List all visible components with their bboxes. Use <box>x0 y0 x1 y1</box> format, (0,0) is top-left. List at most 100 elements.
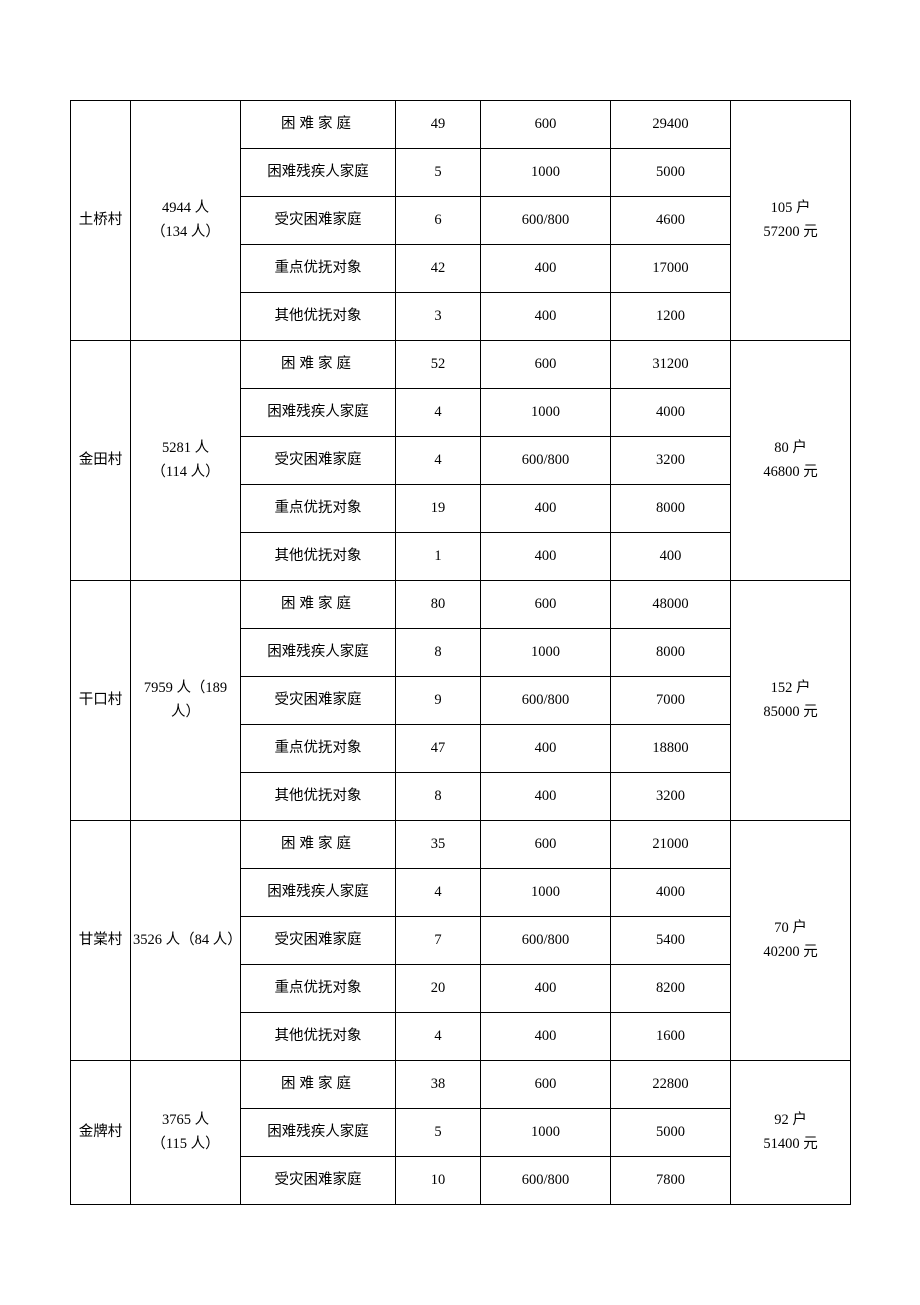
amount-cell: 8200 <box>611 965 731 1013</box>
standard-cell: 600/800 <box>481 677 611 725</box>
standard-cell: 400 <box>481 293 611 341</box>
population-line: 5281 人 <box>133 437 238 460</box>
count-cell: 3 <box>396 293 481 341</box>
category-cell: 困难残疾人家庭 <box>241 869 396 917</box>
summary-line: 40200 元 <box>733 941 848 964</box>
amount-cell: 3200 <box>611 773 731 821</box>
summary-line: 46800 元 <box>733 461 848 484</box>
count-cell: 10 <box>396 1157 481 1205</box>
category-cell: 困难残疾人家庭 <box>241 149 396 197</box>
standard-cell: 600 <box>481 821 611 869</box>
count-cell: 8 <box>396 773 481 821</box>
standard-cell: 1000 <box>481 149 611 197</box>
table-row: 甘棠村3526 人（84 人）困难家庭356002100070 户40200 元 <box>71 821 851 869</box>
allocation-table: 土桥村4944 人（134 人）困难家庭4960029400105 户57200… <box>70 100 851 1205</box>
population-cell: 3526 人（84 人） <box>131 821 241 1061</box>
count-cell: 49 <box>396 101 481 149</box>
category-cell: 困难家庭 <box>241 101 396 149</box>
summary-line: 105 户 <box>733 197 848 220</box>
count-cell: 5 <box>396 149 481 197</box>
summary-line: 85000 元 <box>733 701 848 724</box>
standard-cell: 600/800 <box>481 437 611 485</box>
population-line: 3765 人 <box>133 1109 238 1132</box>
count-cell: 9 <box>396 677 481 725</box>
count-cell: 42 <box>396 245 481 293</box>
summary-cell: 80 户46800 元 <box>731 341 851 581</box>
village-name-cell: 土桥村 <box>71 101 131 341</box>
count-cell: 1 <box>396 533 481 581</box>
standard-cell: 600 <box>481 1061 611 1109</box>
count-cell: 4 <box>396 389 481 437</box>
category-cell: 困难残疾人家庭 <box>241 1109 396 1157</box>
standard-cell: 600 <box>481 101 611 149</box>
population-line: 7959 人（189 <box>133 677 238 700</box>
category-cell: 重点优抚对象 <box>241 965 396 1013</box>
amount-cell: 7000 <box>611 677 731 725</box>
count-cell: 19 <box>396 485 481 533</box>
category-cell: 困难残疾人家庭 <box>241 389 396 437</box>
standard-cell: 600/800 <box>481 197 611 245</box>
category-cell: 困难家庭 <box>241 341 396 389</box>
amount-cell: 5400 <box>611 917 731 965</box>
village-name-cell: 金田村 <box>71 341 131 581</box>
standard-cell: 1000 <box>481 1109 611 1157</box>
population-line: （114 人） <box>133 461 238 484</box>
count-cell: 38 <box>396 1061 481 1109</box>
amount-cell: 4000 <box>611 869 731 917</box>
count-cell: 6 <box>396 197 481 245</box>
standard-cell: 400 <box>481 965 611 1013</box>
amount-cell: 4000 <box>611 389 731 437</box>
village-name-cell: 金牌村 <box>71 1061 131 1205</box>
amount-cell: 48000 <box>611 581 731 629</box>
population-cell: 3765 人（115 人） <box>131 1061 241 1205</box>
standard-cell: 1000 <box>481 629 611 677</box>
table-row: 金牌村3765 人（115 人）困难家庭386002280092 户51400 … <box>71 1061 851 1109</box>
category-cell: 受灾困难家庭 <box>241 677 396 725</box>
population-cell: 4944 人（134 人） <box>131 101 241 341</box>
summary-line: 70 户 <box>733 917 848 940</box>
count-cell: 7 <box>396 917 481 965</box>
category-cell: 受灾困难家庭 <box>241 1157 396 1205</box>
standard-cell: 1000 <box>481 869 611 917</box>
population-line: 4944 人 <box>133 197 238 220</box>
category-cell: 困难家庭 <box>241 581 396 629</box>
count-cell: 5 <box>396 1109 481 1157</box>
standard-cell: 600 <box>481 581 611 629</box>
count-cell: 8 <box>396 629 481 677</box>
summary-line: 152 户 <box>733 677 848 700</box>
summary-cell: 92 户51400 元 <box>731 1061 851 1205</box>
category-cell: 受灾困难家庭 <box>241 917 396 965</box>
category-cell: 受灾困难家庭 <box>241 197 396 245</box>
category-cell: 困难家庭 <box>241 821 396 869</box>
category-cell: 重点优抚对象 <box>241 725 396 773</box>
summary-line: 80 户 <box>733 437 848 460</box>
amount-cell: 5000 <box>611 149 731 197</box>
population-line: （115 人） <box>133 1133 238 1156</box>
table-row: 干口村7959 人（189人）困难家庭8060048000152 户85000 … <box>71 581 851 629</box>
standard-cell: 400 <box>481 533 611 581</box>
population-cell: 5281 人（114 人） <box>131 341 241 581</box>
count-cell: 35 <box>396 821 481 869</box>
amount-cell: 18800 <box>611 725 731 773</box>
table-row: 土桥村4944 人（134 人）困难家庭4960029400105 户57200… <box>71 101 851 149</box>
standard-cell: 600 <box>481 341 611 389</box>
count-cell: 4 <box>396 869 481 917</box>
summary-cell: 105 户57200 元 <box>731 101 851 341</box>
amount-cell: 5000 <box>611 1109 731 1157</box>
population-cell: 7959 人（189人） <box>131 581 241 821</box>
population-line: （134 人） <box>133 221 238 244</box>
category-cell: 重点优抚对象 <box>241 485 396 533</box>
category-cell: 其他优抚对象 <box>241 293 396 341</box>
count-cell: 47 <box>396 725 481 773</box>
amount-cell: 1600 <box>611 1013 731 1061</box>
amount-cell: 31200 <box>611 341 731 389</box>
amount-cell: 3200 <box>611 437 731 485</box>
category-cell: 困难家庭 <box>241 1061 396 1109</box>
amount-cell: 22800 <box>611 1061 731 1109</box>
count-cell: 80 <box>396 581 481 629</box>
summary-line: 51400 元 <box>733 1133 848 1156</box>
summary-line: 57200 元 <box>733 221 848 244</box>
count-cell: 4 <box>396 1013 481 1061</box>
standard-cell: 600/800 <box>481 1157 611 1205</box>
amount-cell: 8000 <box>611 485 731 533</box>
